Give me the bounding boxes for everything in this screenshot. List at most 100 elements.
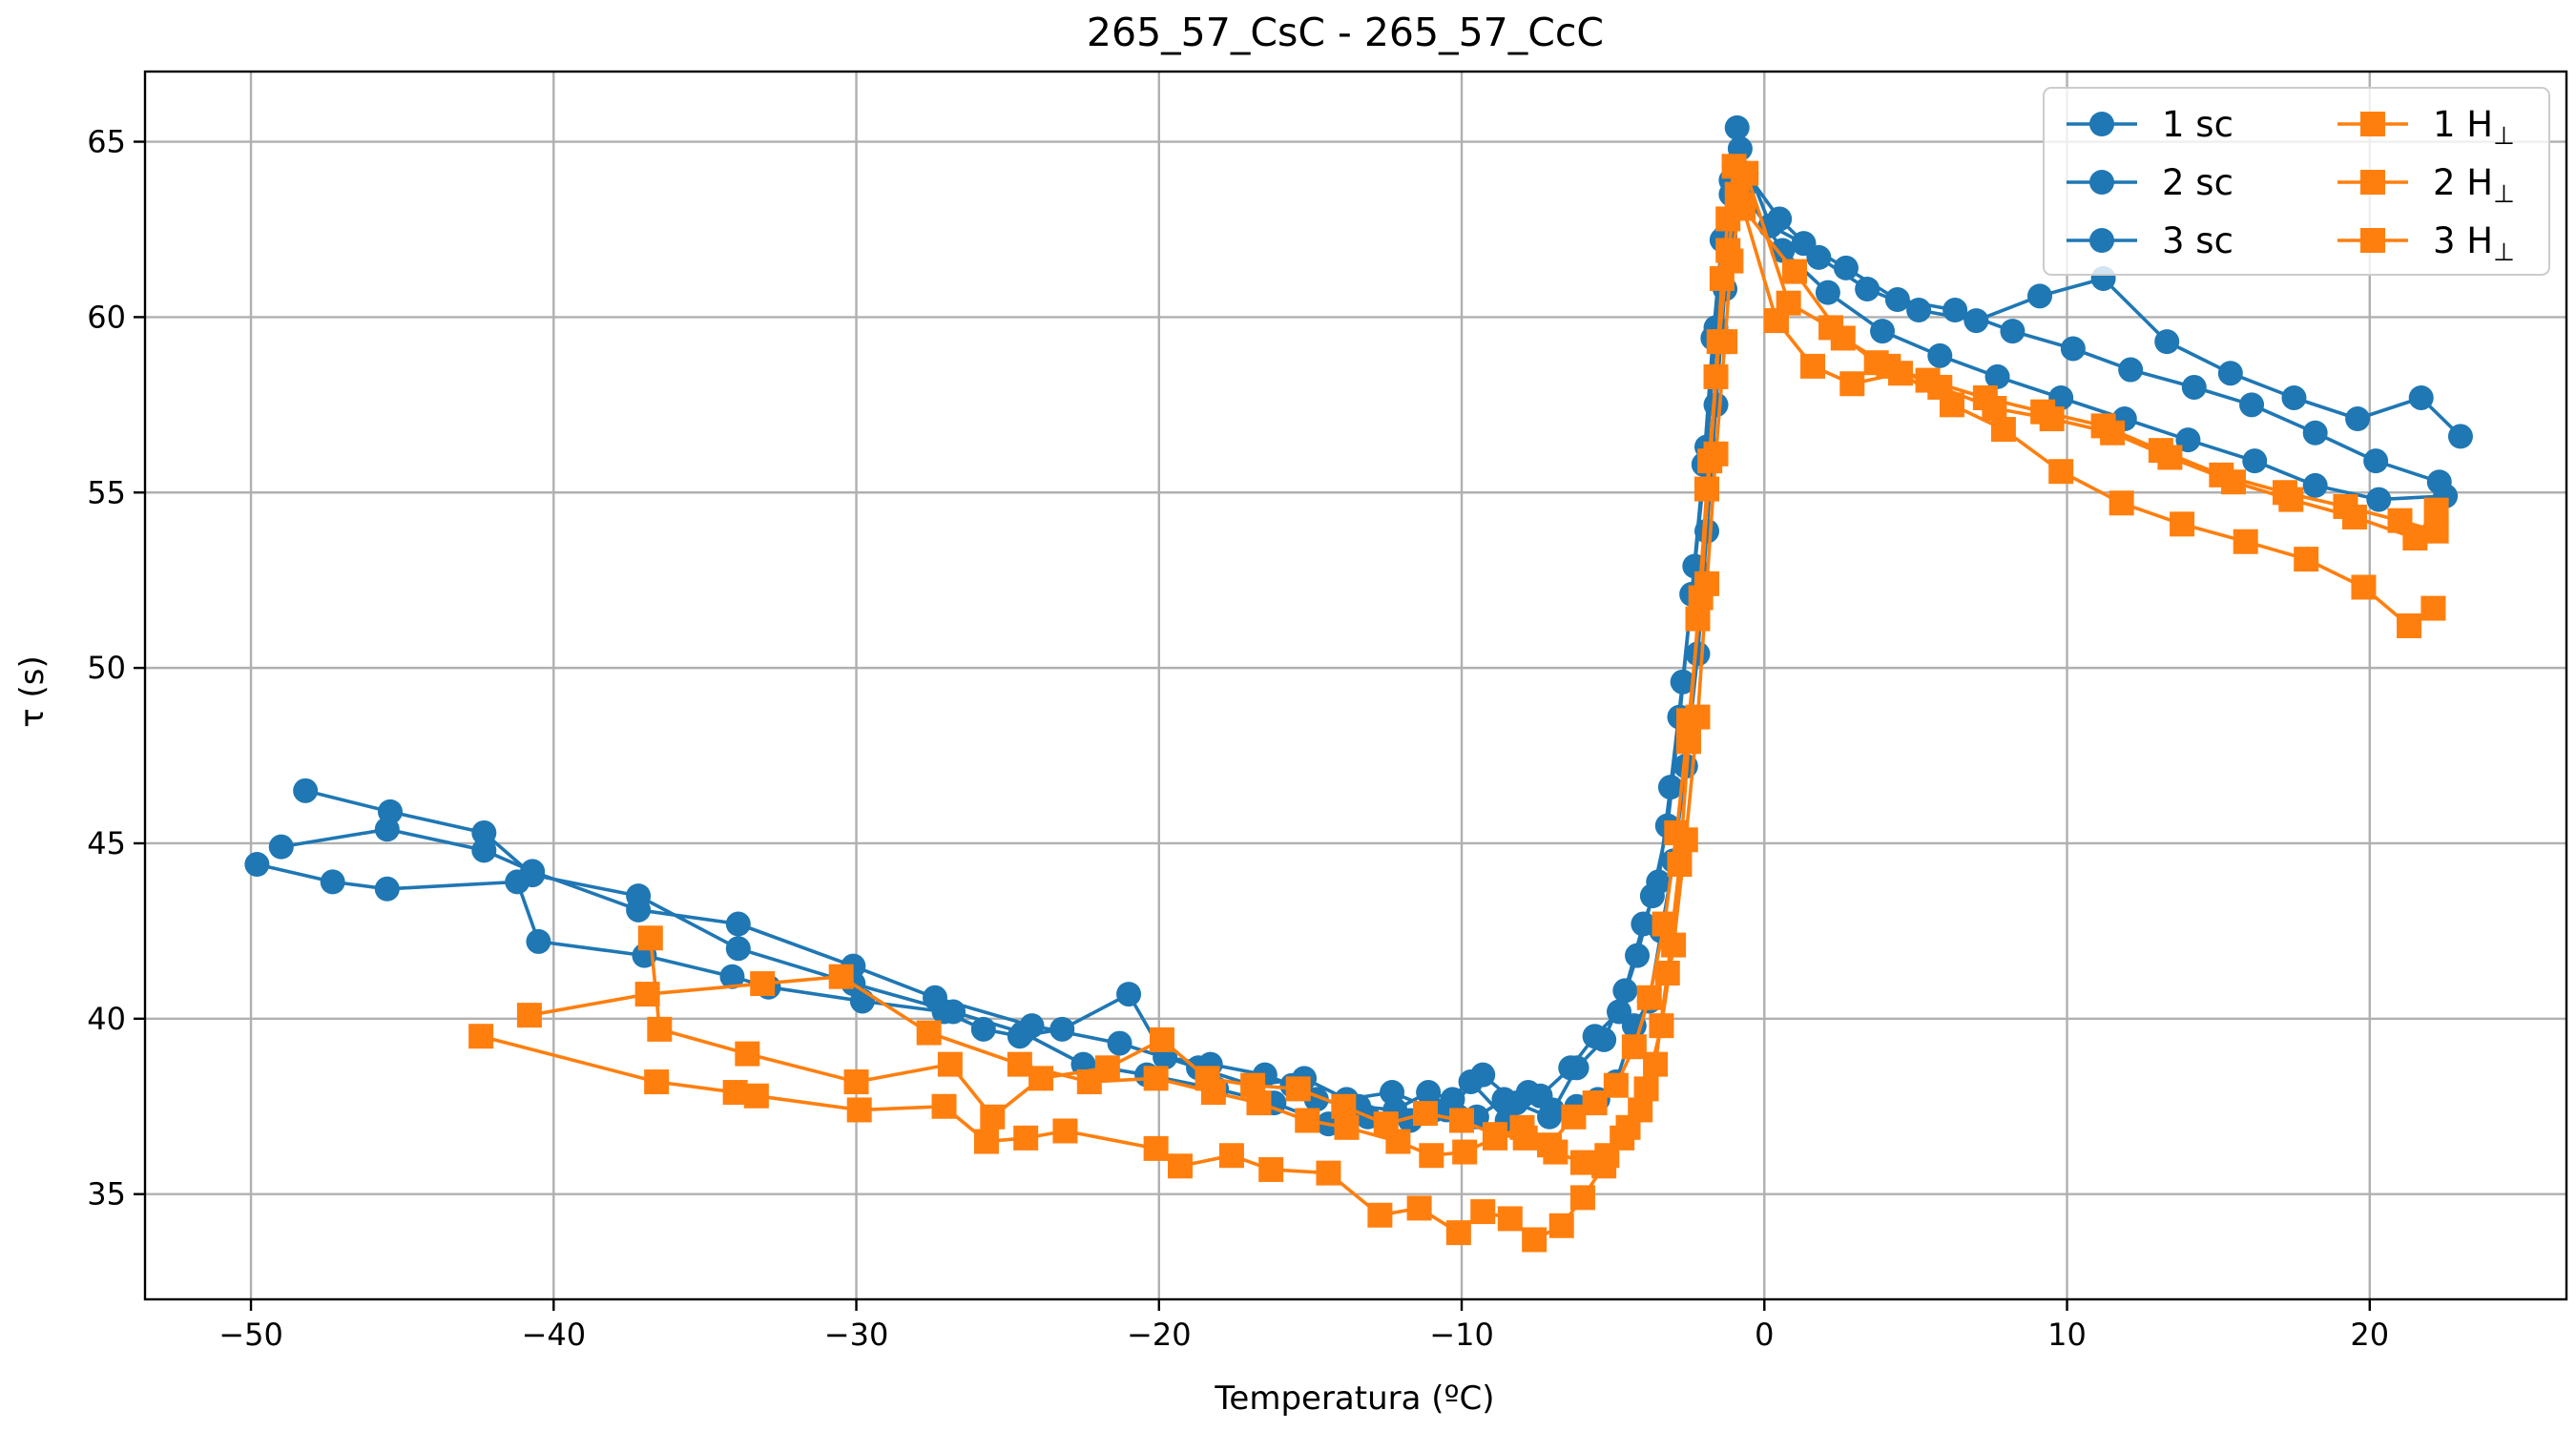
data-point: [1470, 1062, 1496, 1088]
data-point: [2363, 448, 2389, 474]
data-point: [1373, 1111, 1399, 1137]
y-tick-label: 60: [87, 299, 126, 335]
data-point: [931, 1093, 957, 1119]
data-point: [1149, 1027, 1174, 1052]
legend-label: 2 H⊥: [2433, 162, 2515, 209]
data-point: [471, 819, 497, 845]
legend-label: 1 sc: [2162, 104, 2233, 145]
data-point: [750, 971, 776, 997]
y-tick-label: 40: [87, 1001, 126, 1037]
data-point: [1504, 1090, 1529, 1116]
legend: 1 sc 2 sc 3 sc 1 H⊥ 2 H⊥ 3 H⊥: [2043, 87, 2550, 276]
y-tick-label: 50: [87, 650, 126, 686]
data-point: [1685, 704, 1711, 730]
data-point: [1767, 206, 1793, 232]
legend-item: 1 H⊥: [2337, 104, 2515, 151]
data-point: [1984, 363, 2010, 389]
data-point: [1646, 869, 1672, 895]
data-point: [1406, 1195, 1432, 1221]
data-point: [941, 999, 966, 1025]
data-point: [1049, 1016, 1075, 1042]
data-point: [846, 1097, 872, 1123]
data-point: [2420, 595, 2446, 621]
data-point: [1806, 244, 1832, 270]
data-point: [2242, 448, 2268, 474]
data-point: [1633, 1076, 1659, 1102]
data-point: [1561, 1104, 1587, 1130]
data-point: [1316, 1160, 1341, 1186]
data-point: [1770, 238, 1796, 263]
data-point: [1830, 325, 1856, 351]
data-point: [719, 964, 745, 989]
data-point: [1143, 1066, 1169, 1091]
data-point: [1449, 1108, 1475, 1133]
data-point: [1776, 290, 1801, 316]
data-point: [1367, 1202, 1393, 1228]
data-point: [1543, 1139, 1568, 1165]
data-point: [2000, 319, 2025, 344]
data-point: [1582, 1090, 1608, 1116]
data-point: [1569, 1185, 1595, 1211]
data-point: [1855, 276, 1880, 301]
series-6: [637, 192, 2449, 1175]
data-point: [1672, 827, 1698, 853]
data-point: [1564, 1055, 1589, 1081]
data-point: [1657, 775, 1683, 800]
data-point: [471, 838, 497, 863]
data-point: [1876, 353, 1901, 379]
data-point: [1800, 353, 1826, 379]
y-tick-label: 65: [87, 124, 126, 160]
data-point: [1007, 1051, 1032, 1077]
data-point: [1512, 1125, 1538, 1151]
data-point: [743, 1083, 769, 1109]
data-point: [1718, 248, 1744, 274]
x-tick-label: −50: [218, 1317, 283, 1353]
data-point: [1703, 441, 1729, 467]
data-point: [1906, 298, 1932, 323]
data-point: [725, 936, 751, 962]
data-point: [2026, 283, 2052, 309]
data-point: [1591, 1027, 1617, 1052]
data-point: [1285, 1076, 1311, 1102]
data-point: [1615, 1114, 1641, 1140]
x-tick-label: −40: [522, 1317, 587, 1353]
data-point: [828, 964, 854, 989]
data-point: [1569, 1150, 1595, 1175]
data-point: [1621, 1034, 1647, 1060]
data-point: [1412, 1101, 1438, 1127]
data-point: [1537, 1104, 1563, 1130]
data-point: [1631, 911, 1656, 937]
data-point: [2397, 612, 2422, 638]
data-point: [1013, 1125, 1039, 1151]
data-point: [1167, 1153, 1193, 1179]
data-point: [2351, 574, 2377, 600]
y-tick-label: 35: [87, 1176, 126, 1213]
data-point: [626, 883, 652, 909]
x-tick-label: 10: [2047, 1317, 2087, 1353]
data-point: [973, 1129, 999, 1154]
x-axis-label: Temperatura (ºC): [1214, 1379, 1494, 1418]
legend-marker: [2360, 228, 2385, 253]
data-point: [2341, 504, 2367, 529]
series-5: [516, 160, 2449, 1169]
data-point: [2109, 490, 2134, 516]
data-point: [468, 1024, 494, 1049]
data-point: [1497, 1206, 1523, 1232]
legend-label: 1 H⊥: [2433, 104, 2515, 151]
data-point: [1670, 669, 1695, 695]
series-line: [529, 171, 2438, 1157]
data-point: [2423, 497, 2449, 523]
legend-label: 3 H⊥: [2433, 220, 2515, 267]
legend-marker: [2089, 112, 2114, 136]
data-point: [1612, 978, 1638, 1004]
data-point: [2060, 336, 2086, 362]
data-point: [2345, 406, 2371, 432]
data-point: [1258, 1156, 1284, 1182]
series-line: [304, 164, 2446, 1126]
data-point: [1594, 1143, 1620, 1169]
data-point: [2181, 374, 2207, 400]
data-point: [1218, 1143, 1244, 1169]
legend-item: 1 sc: [2067, 104, 2233, 145]
data-point: [1833, 255, 1859, 280]
